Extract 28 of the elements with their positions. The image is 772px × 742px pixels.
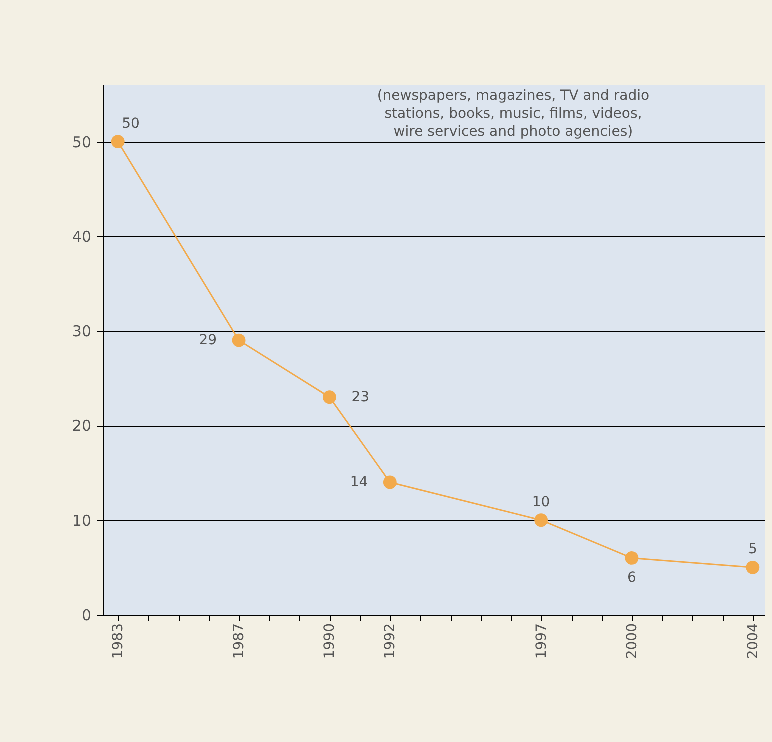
x-tick-label: 1990 xyxy=(322,624,338,660)
point xyxy=(323,390,336,404)
x-tick-label: 1997 xyxy=(534,624,550,660)
point xyxy=(746,560,760,574)
y-tick-label: 30 xyxy=(72,322,92,341)
point xyxy=(625,552,639,565)
data-label: 29 xyxy=(199,332,218,349)
data-label: 5 xyxy=(748,542,758,558)
y-tick-label: 50 xyxy=(72,133,92,152)
point xyxy=(111,135,125,148)
data-label: 50 xyxy=(122,116,140,132)
point xyxy=(232,334,246,348)
point xyxy=(383,476,397,490)
data-label: 6 xyxy=(628,570,637,586)
x-tick-label: 2004 xyxy=(745,623,762,660)
annotation: (newspapers, magazines, TV and radio stations, books, music, films, videos, wire services and photo agencies) xyxy=(377,88,650,140)
data-label: 10 xyxy=(532,494,550,510)
x-tick-label: 1987 xyxy=(232,624,248,660)
x-tick-label: 1983 xyxy=(110,624,127,660)
x-tick-label: 2000 xyxy=(624,624,640,660)
y-tick-label: 0 xyxy=(82,606,92,624)
y-tick-label: 20 xyxy=(72,417,92,436)
point xyxy=(534,514,548,528)
y-tick-label: 10 xyxy=(72,512,92,530)
x-tick-label: 1992 xyxy=(382,624,399,660)
data-label: 14 xyxy=(350,474,368,490)
data-label: 23 xyxy=(352,389,370,406)
y-tick-label: 40 xyxy=(72,228,92,246)
